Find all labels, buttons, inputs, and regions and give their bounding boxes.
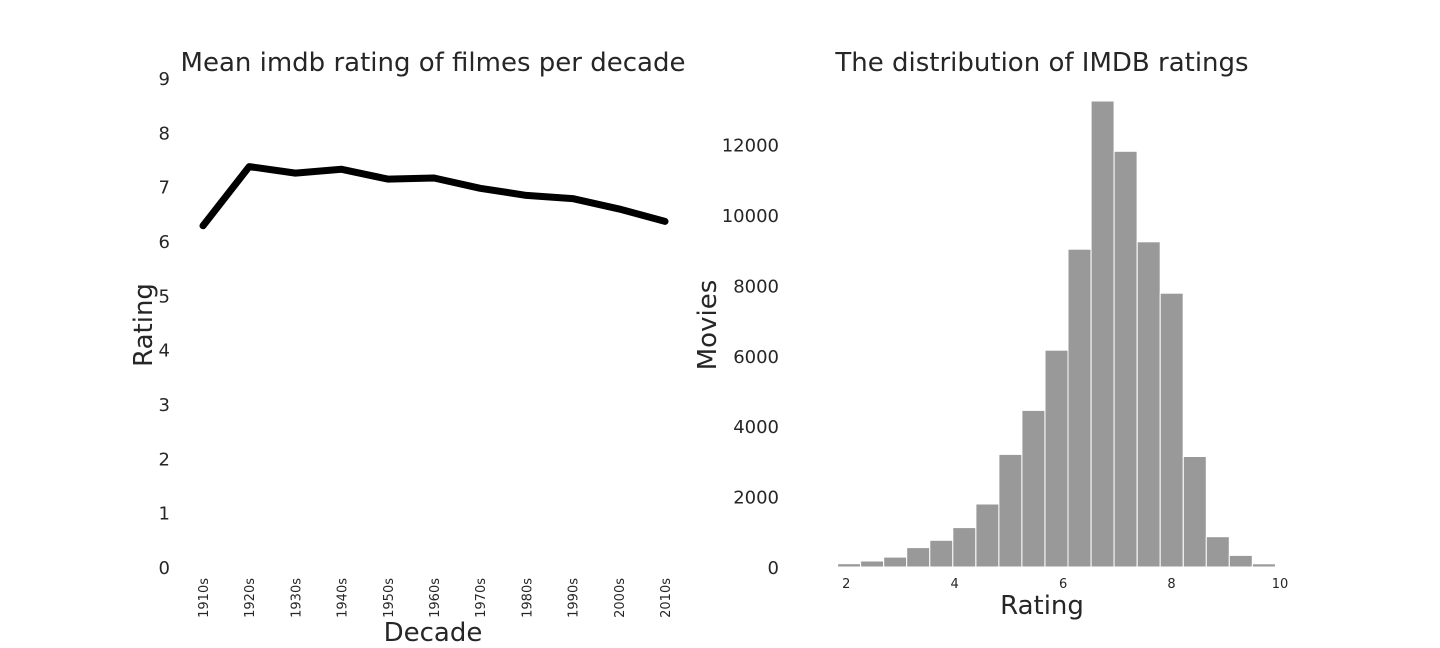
line-y-tick-label: 7 [159,178,170,199]
histogram-bar [1251,563,1276,568]
histogram-y-tick-label: 12000 [722,136,779,157]
histogram-x-tick-label: 4 [951,577,959,592]
line-x-tick-label: 1980s [520,578,535,618]
histogram-y-tick-label: 0 [768,558,779,579]
histogram-y-tick-label: 4000 [733,417,779,438]
histogram-y-tick-label: 8000 [733,276,779,297]
histogram-title: The distribution of IMDB ratings [834,48,1248,78]
histogram-bar [1159,292,1184,568]
histogram-bar [814,566,838,568]
histogram-y-tick-label: 6000 [733,347,779,368]
histogram-bar [906,547,931,568]
histogram-x-tick-label: 10 [1272,577,1289,592]
line-y-tick-label: 0 [159,558,170,579]
histogram-x-tick-label: 6 [1059,577,1067,592]
histogram-bar [1205,536,1230,568]
line-y-tick-label: 4 [159,341,170,362]
line-y-tick-label: 6 [159,232,170,253]
line-y-tick-label: 5 [159,286,170,307]
line-x-tick-label: 1990s [567,578,582,618]
histogram-y-tick-label: 10000 [722,206,779,227]
histogram-x-ticks: 2 4 6 8 10 [842,577,1288,592]
line-x-tick-label: 1920s [243,578,258,618]
line-x-tick-label: 1940s [336,578,351,618]
line-x-tick-label: 1960s [428,578,443,618]
histogram-bar [1090,100,1115,568]
histogram-bar [929,539,954,568]
histogram-xlabel: Rating [1000,591,1084,621]
histogram-bars [791,100,1276,568]
line-x-tick-label: 1950s [382,578,397,618]
histogram-bar [1136,241,1161,568]
line-chart-xlabel: Decade [384,618,483,648]
line-y-tick-label: 2 [159,449,170,470]
line-x-tick-label: 2010s [659,578,674,618]
histogram-ylabel: Movies [693,280,723,371]
line-chart: Mean imdb rating of filmes per decade Ra… [129,48,685,648]
line-y-tick-label: 8 [159,123,170,144]
histogram-bar [883,556,908,568]
histogram-x-tick-label: 8 [1167,577,1175,592]
line-chart-y-ticks: 0 1 2 3 4 5 6 7 8 9 [159,69,170,579]
histogram-bar [1067,248,1092,568]
histogram-y-tick-label: 2000 [733,488,779,509]
histogram-chart: The distribution of IMDB ratings Movies … [693,48,1288,621]
histogram-bar [1182,456,1207,568]
line-chart-ylabel: Rating [129,283,159,367]
line-x-tick-label: 1970s [474,578,489,618]
line-y-tick-label: 3 [159,395,170,416]
histogram-bar [1113,150,1138,568]
histogram-bar [975,503,1000,568]
line-x-tick-label: 1910s [197,578,212,618]
histogram-y-ticks: 0 2000 4000 6000 8000 10000 12000 [722,136,779,579]
line-chart-title: Mean imdb rating of filmes per decade [181,48,686,78]
histogram-bar [837,563,862,568]
line-x-tick-label: 1930s [289,578,304,618]
line-chart-x-ticks: 1910s 1920s 1930s 1940s 1950s 1960s 1970s 1980s… [197,578,674,618]
histogram-bar [1044,349,1069,568]
line-series-mean-rating [199,163,669,230]
histogram-bar [1228,554,1253,568]
line-y-tick-label: 9 [159,69,170,90]
line-x-tick-label: 2000s [613,578,628,618]
histogram-bar [860,560,885,568]
histogram-bar [1021,409,1046,568]
histogram-bar [952,527,977,568]
histogram-x-tick-label: 2 [842,577,850,592]
line-y-tick-label: 1 [159,504,170,525]
histogram-bar [998,453,1023,568]
